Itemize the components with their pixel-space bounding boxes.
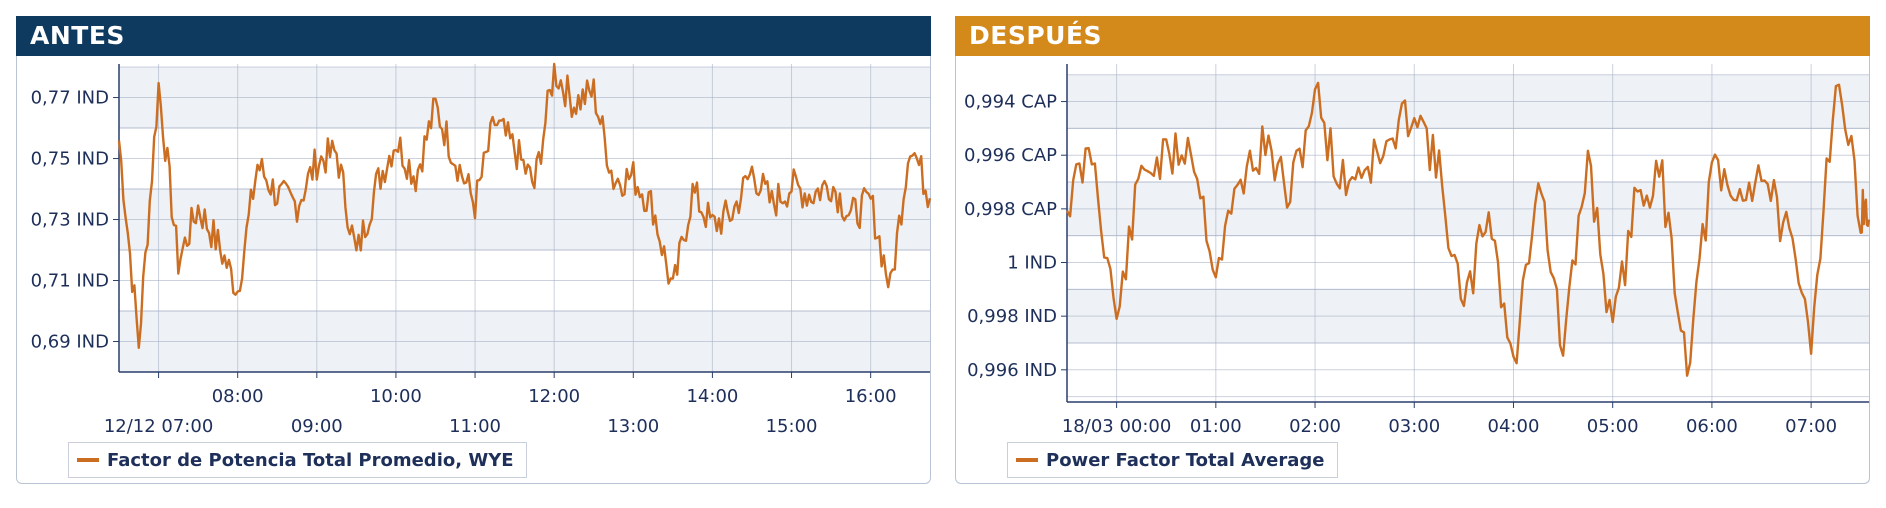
panel-title: DESPUÉS: [955, 16, 1870, 56]
x-tick-label: 08:00: [212, 386, 264, 407]
series-line: [117, 62, 931, 349]
panel-antes: ANTES 0,77 IND 0,75 IND 0,73 IND 0,71 IND 0,…: [16, 16, 931, 484]
x-tick-label: 09:00: [291, 416, 343, 437]
x-tick-label: 15:00: [766, 416, 818, 437]
x-tick-label: 16:00: [845, 386, 897, 407]
x-tick-label: 18/03 00:00: [1062, 416, 1171, 437]
panel-title: ANTES: [16, 16, 931, 56]
x-tick-label: 13:00: [607, 416, 659, 437]
y-tick-label: 0,996 CAP: [964, 145, 1057, 166]
panel-despues: DESPUÉS 0,994 CAP 0,996 CAP 0,998 CAP 1 IND…: [955, 16, 1870, 484]
y-tick-label: 0,998 CAP: [964, 199, 1057, 220]
x-tick-label: 07:00: [1785, 416, 1837, 437]
series-line: [1065, 81, 1870, 377]
y-tick-label: 0,994 CAP: [964, 92, 1057, 113]
legend-label: Factor de Potencia Total Promedio, WYE: [107, 449, 514, 471]
x-tick-label: 04:00: [1488, 416, 1540, 437]
x-tick-label: 05:00: [1587, 416, 1639, 437]
x-tick-label: 12:00: [528, 386, 580, 407]
panel-frame: [955, 54, 1870, 484]
legend[interactable]: Factor de Potencia Total Promedio, WYE: [68, 442, 527, 478]
x-tick-label: 12/12 07:00: [104, 416, 213, 437]
y-tick-label: 0,996 IND: [967, 360, 1057, 381]
x-tick-label: 10:00: [370, 386, 422, 407]
y-tick-label: 0,69 IND: [31, 332, 109, 353]
chart-antes: 0,77 IND 0,75 IND 0,73 IND 0,71 IND 0,69 IND…: [31, 62, 931, 437]
legend-label: Power Factor Total Average: [1046, 449, 1325, 471]
x-tick-label: 02:00: [1289, 416, 1341, 437]
y-tick-label: 0,75 IND: [31, 149, 109, 170]
x-tick-label: 03:00: [1388, 416, 1440, 437]
y-tick-label: 0,998 IND: [967, 306, 1057, 327]
y-tick-label: 0,71 IND: [31, 271, 109, 292]
legend[interactable]: Power Factor Total Average: [1007, 442, 1338, 478]
legend-swatch: [77, 458, 99, 462]
legend-swatch: [1016, 458, 1038, 462]
x-tick-label: 06:00: [1686, 416, 1738, 437]
panel-frame: [16, 54, 931, 484]
y-tick-label: 0,77 IND: [31, 88, 109, 109]
x-tick-label: 14:00: [686, 386, 738, 407]
y-tick-label: 1 IND: [1007, 253, 1057, 274]
x-tick-label: 01:00: [1190, 416, 1242, 437]
y-tick-label: 0,73 IND: [31, 210, 109, 231]
x-tick-label: 11:00: [449, 416, 501, 437]
chart-despues: 0,994 CAP 0,996 CAP 0,998 CAP 1 IND 0,998 IN…: [964, 64, 1870, 437]
